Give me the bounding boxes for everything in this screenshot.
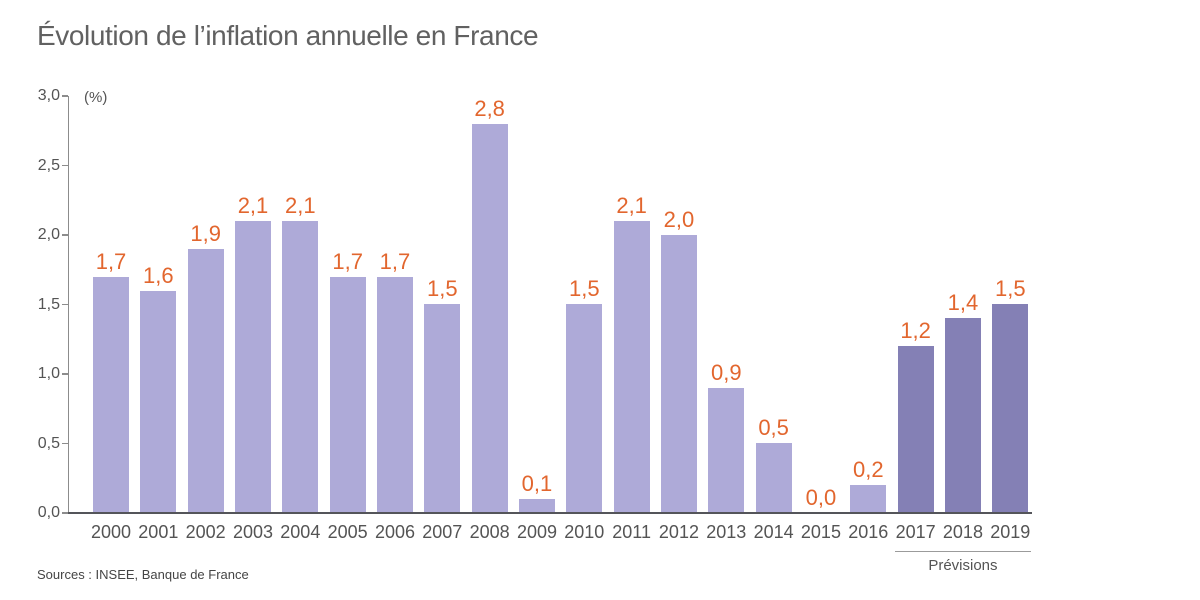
bar-value-label-2012: 2,0 [663, 206, 695, 232]
bar-2007 [424, 304, 461, 513]
x-axis-label-2006: 2006 [374, 522, 415, 542]
forecast-underline [894, 551, 1032, 552]
bar-value-label-2017: 1,2 [900, 317, 931, 343]
x-axis-label-2007: 2007 [422, 522, 463, 542]
x-axis-label-2000: 2000 [90, 522, 132, 542]
bar-2005 [329, 277, 366, 513]
x-axis-label-2003: 2003 [232, 522, 273, 542]
bar-value-label-2006: 1,7 [379, 248, 411, 274]
bar-value-label-2002: 1,9 [190, 220, 221, 246]
bar-2010 [566, 304, 603, 513]
x-axis-label-2016: 2016 [848, 522, 889, 542]
bar-value-label-2015: 0,0 [805, 484, 837, 510]
y-tick-label: 1,5 [37, 295, 60, 313]
y-axis-unit-label: (%) [84, 89, 108, 106]
bar-value-label-2013: 0,9 [710, 359, 742, 385]
x-axis-label-2012: 2012 [658, 522, 699, 542]
bar-value-label-2011: 2,1 [616, 192, 647, 218]
bar-2004 [282, 221, 319, 513]
y-tick-label: 2,0 [37, 226, 60, 243]
bar-value-label-2007: 1,5 [427, 275, 458, 301]
bar-2000 [93, 277, 129, 513]
y-tick-label: 3,0 [37, 87, 60, 104]
bar-2013 [708, 388, 745, 513]
y-tick [62, 164, 68, 167]
bar-2008 [471, 124, 508, 513]
bar-2002 [187, 249, 224, 513]
y-tick [62, 303, 68, 306]
x-axis-label-2014: 2014 [753, 522, 794, 542]
x-axis-label-2013: 2013 [706, 522, 747, 542]
bar-2006 [376, 277, 413, 513]
bar-value-label-2004: 2,1 [285, 192, 316, 218]
x-axis-label-2001: 2001 [138, 522, 179, 542]
y-tick [62, 234, 68, 236]
x-axis-label-2019: 2019 [990, 522, 1031, 542]
source-note: Sources : INSEE, Banque de France [37, 567, 249, 582]
bar-value-label-2009: 0,1 [521, 470, 553, 496]
plot-area: 0,0 0,5 1,0 1,5 2,0 2,5 3,0 1,7 1,6 1,9 2,1 2,1 1,7… [38, 87, 1032, 574]
x-axis-label-2018: 2018 [942, 522, 983, 542]
y-tick-label: 2,5 [37, 156, 60, 174]
x-axis-label-2008: 2008 [469, 522, 510, 542]
chart-title: Évolution de l’inflation annuelle en Fra… [37, 20, 539, 51]
bar-value-label-2018: 1,4 [947, 289, 979, 315]
forecast-label: Prévisions [928, 557, 998, 574]
bar-2018 [944, 318, 981, 513]
x-axis-label-2015: 2015 [800, 522, 841, 542]
bar-2014 [755, 443, 792, 513]
y-tick [62, 512, 68, 514]
x-axis-label-2004: 2004 [280, 522, 321, 542]
x-axis-label-2009: 2009 [516, 522, 557, 542]
bar-value-label-2014: 0,5 [758, 414, 789, 440]
x-axis-label-2017: 2017 [895, 522, 936, 542]
bar-2011 [613, 221, 650, 513]
bar-value-label-2005: 1,7 [332, 248, 363, 274]
x-axis-label-2010: 2010 [564, 522, 605, 542]
x-axis-label-2005: 2005 [327, 522, 368, 542]
bar-value-label-2016: 0,2 [852, 456, 884, 482]
x-axis-label-2002: 2002 [185, 522, 226, 542]
bar-value-label-2003: 2,1 [237, 192, 269, 218]
bar-value-label-2019: 1,5 [994, 275, 1026, 301]
bar-2016 [850, 485, 887, 513]
bar-2009 [518, 499, 555, 513]
bar-value-label-2000: 1,7 [95, 248, 127, 274]
bar-value-label-2010: 1,5 [569, 275, 600, 301]
bar-2017 [897, 346, 934, 513]
x-axis-line [68, 512, 1032, 514]
y-tick-label: 0,0 [37, 504, 60, 521]
y-tick [62, 442, 68, 445]
bar-value-label-2001: 1,6 [143, 262, 174, 288]
bar-2003 [234, 221, 271, 513]
x-axis-label-2011: 2011 [612, 522, 651, 542]
y-tick [62, 373, 68, 375]
bar-2019 [992, 304, 1029, 513]
bar-2012 [660, 235, 697, 513]
bar-value-label-2008: 2,8 [474, 95, 505, 121]
y-axis-line [68, 96, 70, 513]
y-tick-label: 1,0 [37, 365, 60, 382]
bar-2001 [140, 291, 177, 513]
y-tick-label: 0,5 [37, 434, 60, 452]
y-tick [62, 95, 68, 97]
